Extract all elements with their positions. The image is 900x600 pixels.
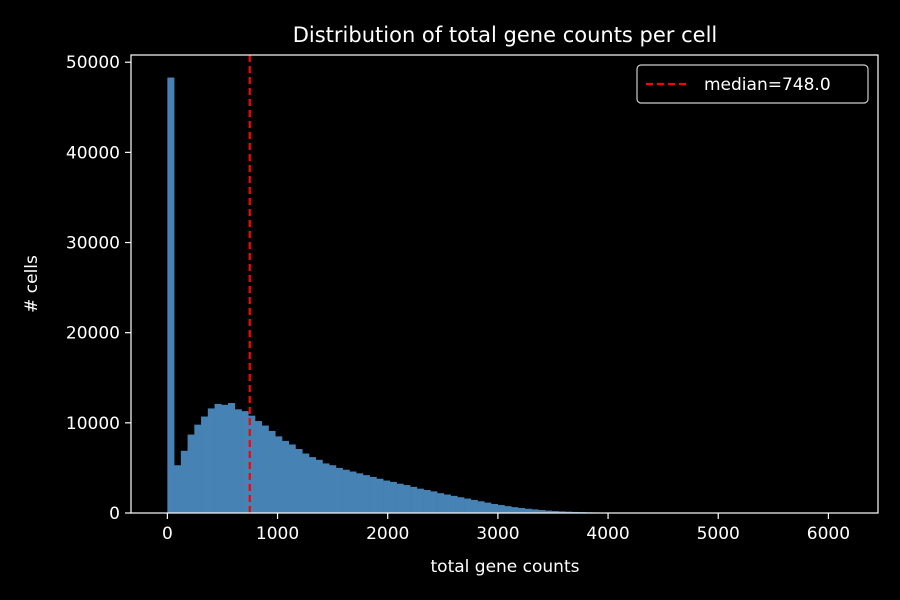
x-tick-label: 1000 <box>256 524 299 544</box>
histogram-bar <box>544 510 552 513</box>
histogram-bar <box>491 503 499 513</box>
histogram-bar <box>517 507 526 513</box>
y-axis-label: # cells <box>22 255 42 313</box>
bars-group <box>167 77 842 514</box>
y-axis-ticks: 0 10000 20000 30000 40000 50000 <box>66 53 131 524</box>
x-tick-label: 5000 <box>697 524 740 544</box>
histogram-bar <box>538 510 546 513</box>
histogram-bar <box>464 498 472 513</box>
histogram-bar <box>315 459 323 513</box>
histogram-bar <box>221 404 229 513</box>
histogram-bar <box>349 471 357 513</box>
histogram-bar <box>531 509 539 513</box>
legend: median=748.0 <box>636 64 869 104</box>
histogram-bar <box>437 493 445 513</box>
histogram-bar <box>201 416 209 513</box>
histogram-bar <box>524 508 532 513</box>
histogram-bar <box>551 511 559 513</box>
histogram-bar <box>410 486 418 513</box>
histogram-bar <box>288 444 296 513</box>
histogram-bar <box>416 488 424 513</box>
histogram-bar <box>477 501 485 513</box>
histogram-bar <box>565 511 573 513</box>
x-tick-label: 3000 <box>476 524 519 544</box>
histogram-bar <box>356 473 364 513</box>
histogram-bar <box>322 463 330 513</box>
histogram-bar <box>342 469 350 513</box>
histogram-bar <box>295 448 303 513</box>
histogram-bar <box>248 415 256 513</box>
x-axis-label: total gene counts <box>431 557 580 577</box>
y-tick-label: 20000 <box>66 324 120 344</box>
histogram-bar <box>214 403 222 513</box>
legend-box <box>636 64 869 104</box>
histogram-bar <box>255 421 263 513</box>
x-tick-label: 2000 <box>366 524 409 544</box>
histogram-bar <box>497 505 505 513</box>
histogram-bar <box>228 403 236 513</box>
histogram-bar <box>484 502 492 513</box>
histogram-bar <box>383 480 391 513</box>
histogram-bar <box>335 467 343 513</box>
histogram-bar <box>403 485 411 513</box>
histogram-bar <box>369 476 377 513</box>
histogram-bar <box>457 497 465 513</box>
y-tick-label: 40000 <box>66 143 120 163</box>
histogram-bar <box>234 409 242 513</box>
histogram-bar <box>194 424 202 513</box>
histogram-bar <box>376 478 384 513</box>
histogram-bar <box>268 430 276 513</box>
x-tick-label: 0 <box>162 524 173 544</box>
histogram-bar <box>302 453 310 513</box>
histogram-bar <box>389 481 397 513</box>
y-tick-label: 30000 <box>66 234 120 254</box>
histogram-bar <box>511 507 519 513</box>
chart-title: Distribution of total gene counts per ce… <box>293 23 718 47</box>
y-tick-label: 10000 <box>66 414 120 434</box>
histogram-bar <box>423 490 431 513</box>
histogram-bar <box>329 465 337 513</box>
y-tick-label: 50000 <box>66 53 120 73</box>
histogram-bar <box>174 465 182 513</box>
histogram-bar <box>207 408 215 513</box>
histogram-bar <box>362 475 370 513</box>
x-tick-label: 4000 <box>586 524 629 544</box>
histogram-bar <box>558 511 566 513</box>
histogram-bar <box>281 440 290 513</box>
histogram-bar <box>241 411 249 513</box>
histogram-bar <box>167 77 175 513</box>
histogram-bar <box>261 425 269 513</box>
x-tick-label: 6000 <box>807 524 850 544</box>
x-axis-ticks: 0 1000 2000 3000 4000 5000 6000 <box>162 513 850 544</box>
histogram-bar <box>504 506 512 513</box>
histogram-bar <box>308 457 317 513</box>
histogram-bar <box>180 450 188 513</box>
histogram-bar <box>450 495 458 513</box>
histogram-bar <box>187 434 195 513</box>
plot-frame <box>130 54 879 514</box>
y-tick-label: 0 <box>109 504 120 524</box>
histogram-bar <box>470 499 478 513</box>
histogram-bar <box>396 483 404 513</box>
histogram-bar <box>275 436 283 513</box>
legend-label: median=748.0 <box>704 75 831 95</box>
histogram-bar <box>430 491 438 513</box>
histogram-bar <box>443 494 451 513</box>
